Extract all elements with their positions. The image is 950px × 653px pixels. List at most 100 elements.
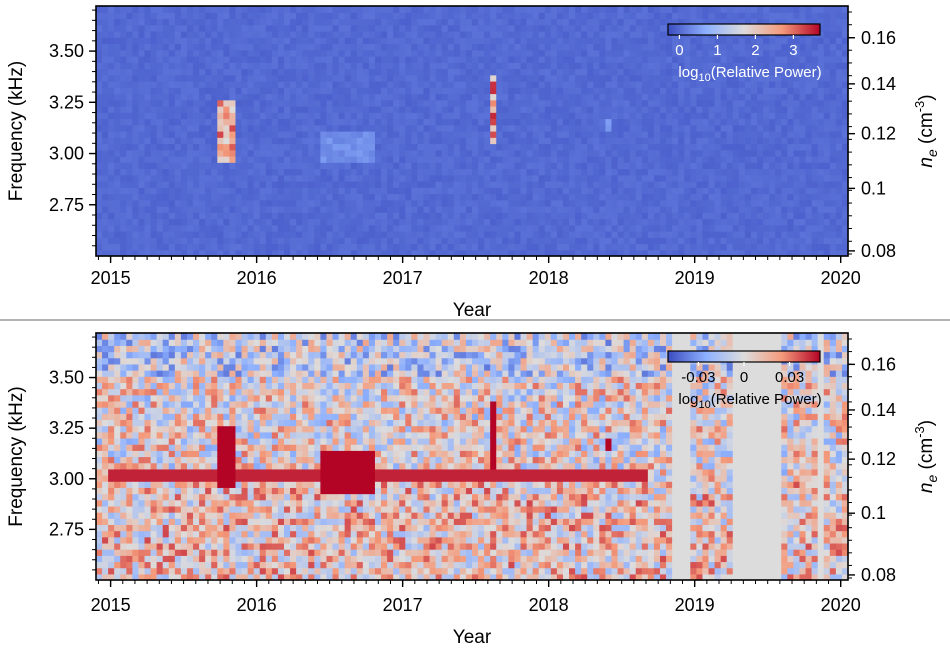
heatmap-cell (344, 156, 352, 163)
heatmap-cell (290, 137, 297, 145)
heatmap-cell (108, 212, 115, 220)
heatmap-cell (678, 181, 685, 188)
heatmap-cell (314, 93, 321, 101)
heatmap-cell (660, 106, 667, 113)
heatmap-cell (787, 81, 795, 88)
heatmap-cell (611, 218, 619, 226)
heatmap-cell (271, 18, 279, 26)
heatmap-cell (314, 6, 321, 13)
heatmap-cell (562, 212, 570, 220)
heatmap-cell (744, 124, 752, 132)
heatmap-cell (508, 149, 516, 157)
heatmap-cell (114, 143, 121, 151)
heatmap-cell (714, 68, 722, 76)
heatmap-cell (381, 18, 388, 26)
heatmap-cell (653, 118, 661, 126)
heatmap-cell (666, 193, 673, 201)
heatmap-cell (338, 93, 346, 101)
heatmap-cell (150, 99, 158, 107)
heatmap-cell (532, 56, 540, 63)
heatmap-cell (508, 74, 516, 82)
heatmap-cell (520, 112, 528, 120)
heatmap-cell (623, 149, 631, 157)
heatmap-cell (593, 168, 600, 176)
heatmap-cell (793, 243, 801, 251)
heatmap-cell (441, 174, 449, 182)
heatmap-cell (829, 143, 837, 151)
heatmap-cell (678, 87, 685, 95)
heatmap-cell (423, 237, 431, 245)
heatmap-cell (472, 99, 479, 107)
heatmap-cell (569, 118, 576, 126)
heatmap-cell (684, 149, 691, 157)
heatmap-cell (447, 93, 455, 101)
heatmap-cell (793, 149, 801, 157)
heatmap-cell (672, 218, 679, 226)
heatmap-cell (696, 124, 704, 132)
heatmap-cell (156, 193, 164, 201)
heatmap-cell (653, 218, 661, 226)
heatmap-cell (599, 149, 607, 157)
heatmap-cell (684, 243, 691, 251)
heatmap-cell (581, 68, 588, 76)
heatmap-cell (641, 231, 649, 238)
heatmap-cell (423, 99, 431, 107)
heatmap-cell (775, 181, 782, 188)
heatmap-cell (841, 24, 849, 32)
heatmap-cell (581, 87, 588, 95)
heatmap-cell (726, 49, 734, 57)
heatmap-cell (453, 243, 461, 251)
heatmap-cell (332, 112, 340, 120)
heatmap-cell (429, 168, 437, 176)
heatmap-cell (472, 93, 479, 101)
heatmap-cell (162, 168, 170, 176)
heatmap-cell (332, 81, 340, 88)
heatmap-cell (387, 181, 394, 188)
heatmap-cell (817, 131, 825, 138)
heatmap-cell (235, 218, 243, 226)
heatmap-cell (472, 118, 479, 126)
heatmap-cell (817, 181, 825, 188)
heatmap-cell (459, 224, 467, 232)
heatmap-cell (247, 62, 255, 70)
heatmap-cell (611, 6, 619, 13)
heatmap-cell (302, 237, 309, 245)
heatmap-cell (623, 187, 631, 195)
heatmap-cell (757, 168, 764, 176)
heatmap-cell (96, 118, 103, 126)
heatmap-cell (96, 181, 103, 188)
heatmap-cell (720, 112, 728, 120)
heatmap-cell (738, 112, 746, 120)
heatmap-cell (738, 218, 746, 226)
heatmap-cell (805, 143, 813, 151)
heatmap-cell (435, 156, 443, 163)
heatmap-cell (320, 137, 328, 145)
heatmap-cell (835, 87, 843, 95)
heatmap-cell (253, 24, 261, 32)
heatmap-cell (726, 74, 734, 82)
heatmap-cell (732, 181, 740, 188)
heatmap-cell (211, 237, 218, 245)
heatmap-cell (690, 187, 697, 195)
heatmap-cell (435, 243, 443, 251)
heatmap-cell (538, 181, 546, 188)
heatmap-cell (138, 181, 146, 188)
heatmap-cell (144, 81, 152, 88)
heatmap-cell (265, 68, 273, 76)
heatmap-cell (744, 87, 752, 95)
heatmap-cell (168, 181, 176, 188)
heatmap-cell (502, 199, 509, 207)
heatmap-cell (490, 162, 497, 170)
heatmap-cell (326, 99, 334, 107)
heatmap-cell (472, 137, 479, 145)
heatmap-cell (599, 118, 607, 126)
heatmap-cell (726, 112, 734, 120)
heatmap-cell (660, 93, 667, 101)
heatmap-cell (593, 249, 600, 257)
heatmap-cell (102, 24, 109, 32)
heatmap-cell (314, 137, 321, 145)
heatmap-cell (544, 137, 552, 145)
heatmap-cell (623, 137, 631, 145)
heatmap-cell (277, 149, 285, 157)
heatmap-cell (581, 74, 588, 82)
